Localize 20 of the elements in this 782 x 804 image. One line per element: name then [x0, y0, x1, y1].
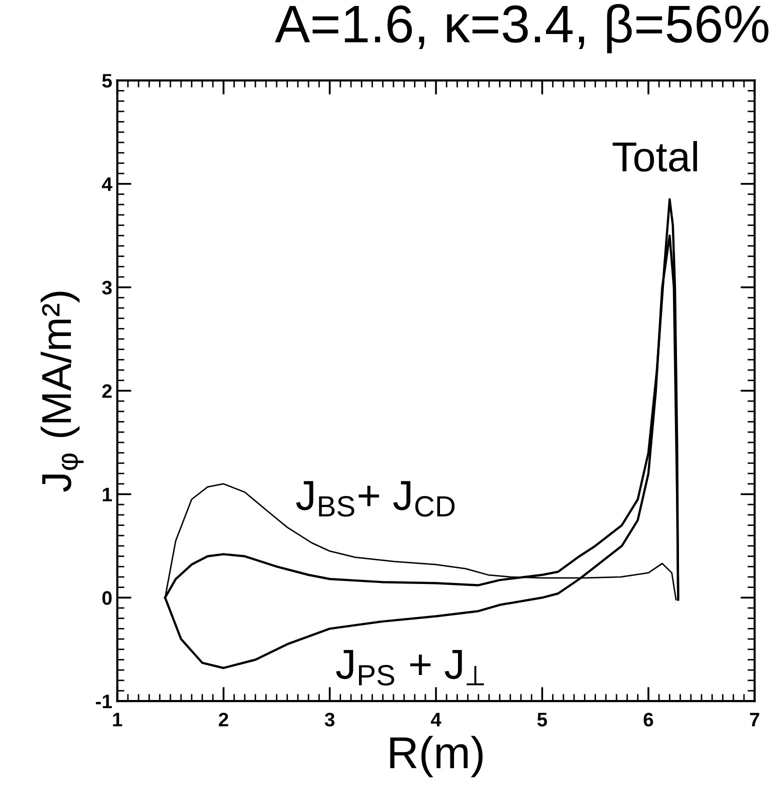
legend-label: Total	[612, 141, 697, 172]
x-tick-label: 1	[113, 712, 122, 726]
x-tick-label: 7	[750, 712, 760, 726]
x-tick-label: 3	[324, 712, 334, 727]
x-axis-title: R(m)	[390, 736, 483, 778]
y-tick-label: 5	[102, 74, 112, 88]
series-label: J$_{BS}$+ J$_{CD}$	[296, 481, 455, 517]
y-tick-label: 4	[102, 178, 112, 191]
y-axis-title: J$_{φ}$ (MA/m²)	[40, 292, 84, 492]
x-tick-label: 6	[644, 712, 654, 726]
x-tick-label: 4	[430, 712, 442, 726]
y-tick-label: 1	[102, 488, 112, 502]
x-tick-label: 5	[537, 712, 548, 726]
y-tick-label: -1	[96, 694, 112, 708]
y-tick-label: 2	[102, 384, 112, 398]
series-label: J$_{PS}$ + J$_{⊥}$	[336, 650, 484, 686]
y-tick-label: 3	[102, 280, 112, 295]
chart-title: A=1.6, κ=3.4, β=56%	[274, 4, 768, 54]
y-tick-label: 0	[102, 591, 112, 605]
x-tick-label: 2	[218, 712, 228, 726]
